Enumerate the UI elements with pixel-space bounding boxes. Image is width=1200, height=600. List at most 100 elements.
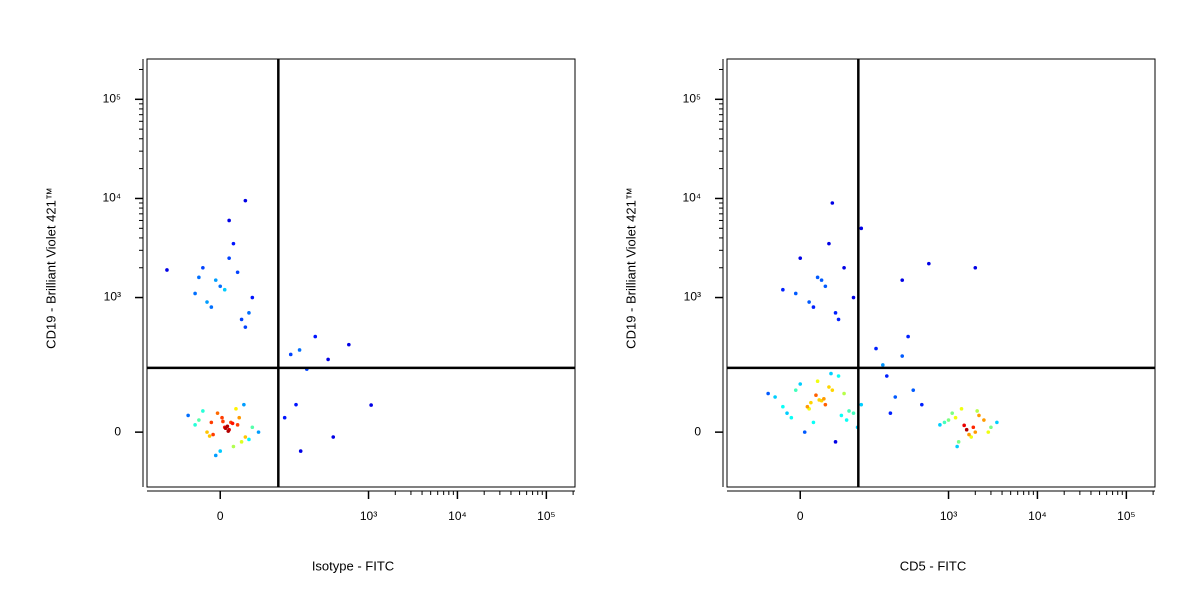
- event-dot: [369, 403, 373, 407]
- event-dot: [811, 305, 816, 309]
- event-dot: [950, 411, 955, 415]
- event-dot: [243, 325, 248, 329]
- event-dot: [211, 432, 215, 437]
- event-dot: [193, 423, 197, 427]
- event-dot: [193, 291, 197, 296]
- event-dot: [847, 409, 851, 413]
- event-dot: [833, 311, 838, 315]
- x-axis-label: CD5 - FITC: [900, 558, 966, 573]
- event-dot: [836, 374, 841, 378]
- event-dot: [975, 409, 979, 413]
- event-dot: [842, 265, 846, 270]
- x-tick-label: 10⁵: [537, 509, 555, 523]
- event-dot: [226, 429, 231, 433]
- event-dot: [814, 393, 818, 398]
- event-dot: [938, 423, 942, 427]
- x-axis-label: Isotype - FITC: [312, 558, 394, 573]
- event-dot: [986, 430, 991, 434]
- event-dot: [234, 407, 238, 411]
- y-tick-label: 10³: [104, 290, 121, 304]
- event-dot: [802, 430, 807, 434]
- x-tick-label: 10³: [940, 509, 957, 523]
- event-dot: [995, 420, 999, 425]
- event-dot: [201, 265, 205, 270]
- event-dot: [900, 278, 905, 282]
- event-dot: [942, 420, 947, 425]
- event-dot: [227, 256, 231, 260]
- event-dot: [969, 435, 974, 439]
- event-dot: [953, 415, 958, 420]
- event-dot: [781, 404, 785, 409]
- event-dot: [243, 198, 248, 203]
- event-dot: [842, 391, 846, 396]
- event-dot: [859, 226, 864, 231]
- event-dot: [222, 287, 227, 292]
- y-tick-label: 10⁵: [103, 91, 121, 105]
- event-dot: [811, 420, 816, 425]
- event-dot: [982, 418, 986, 422]
- event-dot: [793, 388, 798, 392]
- event-dot: [807, 300, 811, 304]
- event-dot: [205, 300, 209, 304]
- event-dot: [827, 241, 831, 246]
- event-dot: [971, 425, 976, 430]
- event-dot: [294, 402, 298, 407]
- event-dot: [218, 449, 223, 453]
- event-dot: [830, 201, 835, 205]
- event-dot: [836, 317, 841, 322]
- y-tick-label: 10⁴: [102, 191, 121, 205]
- x-tick-label: 0: [217, 509, 224, 523]
- x-tick-label: 10³: [360, 509, 377, 523]
- event-dot: [207, 434, 212, 438]
- event-dot: [197, 418, 201, 422]
- event-dot: [874, 346, 878, 351]
- event-dot: [781, 287, 785, 292]
- event-dot: [830, 388, 835, 392]
- event-dot: [815, 275, 820, 280]
- event-dot: [964, 427, 969, 432]
- event-dot: [839, 413, 844, 418]
- event-dot: [186, 413, 190, 418]
- event-dot: [247, 311, 251, 315]
- event-dot: [237, 415, 242, 420]
- event-dot: [793, 291, 798, 296]
- event-dot: [893, 395, 898, 399]
- event-dot: [239, 317, 244, 322]
- event-dot: [298, 449, 303, 453]
- event-dot: [815, 379, 820, 384]
- plot-frame: [146, 58, 576, 488]
- event-dot: [833, 440, 838, 444]
- event-dot: [785, 411, 789, 415]
- event-dot: [313, 334, 318, 339]
- event-dot: [829, 371, 833, 376]
- event-dot: [197, 275, 201, 280]
- event-dot: [766, 391, 770, 396]
- event-dot: [218, 284, 223, 289]
- event-dot: [959, 407, 964, 411]
- event-dot: [859, 402, 864, 407]
- x-tick-label: 0: [797, 509, 804, 523]
- event-dot: [288, 352, 293, 357]
- event-dot: [231, 444, 236, 449]
- event-dot: [256, 430, 261, 434]
- plot-frame: [726, 58, 1156, 488]
- event-dot: [906, 334, 910, 339]
- event-dot: [973, 265, 978, 270]
- event-dot: [977, 413, 981, 418]
- event-dot: [213, 453, 218, 458]
- event-dot: [823, 284, 828, 289]
- event-dot: [809, 400, 813, 405]
- event-dot: [326, 357, 330, 362]
- event-dot: [250, 425, 255, 430]
- event-dot: [242, 402, 246, 407]
- event-dot: [227, 218, 231, 223]
- event-dot: [819, 278, 824, 282]
- y-axis-label: CD19 - Brilliant Violet 421™: [43, 187, 58, 349]
- event-dot: [851, 411, 856, 415]
- event-dot: [789, 415, 794, 420]
- y-tick-label: 10⁴: [682, 191, 701, 205]
- event-dot: [967, 432, 971, 437]
- event-dot: [884, 374, 889, 378]
- event-dot: [900, 354, 905, 358]
